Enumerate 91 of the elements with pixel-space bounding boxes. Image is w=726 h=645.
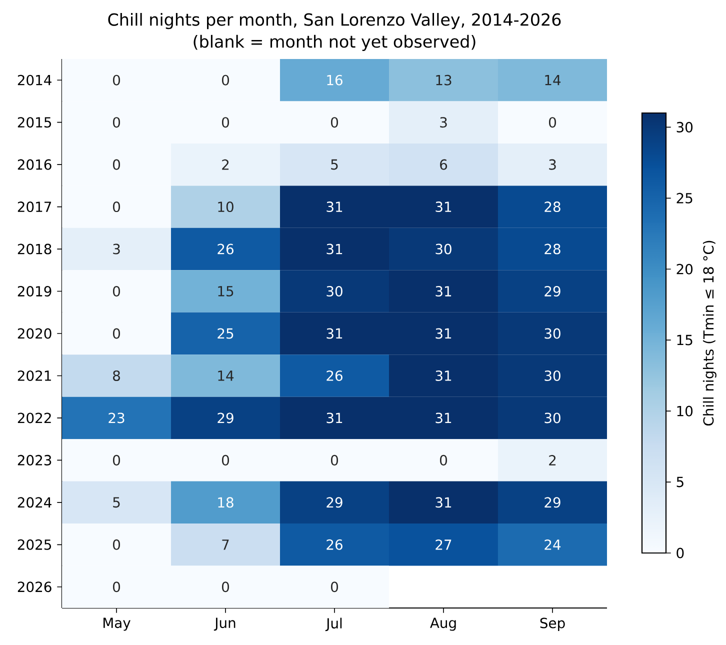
y-tick-label: 2015 [18,117,52,128]
data-label: 0 [112,454,120,466]
color-bar-label: 10 [677,406,693,416]
data-label: 29 [544,286,560,297]
data-label: 30 [544,328,560,339]
color-bar-label: 30 [676,122,693,132]
data-label: 31 [436,328,452,339]
data-label: 0 [440,454,448,466]
color-bar-label: 15 [677,334,692,346]
data-label: 30 [544,412,560,424]
data-label: 31 [326,412,342,424]
data-label: 8 [113,370,120,381]
y-tick-label: 2021 [18,370,51,381]
y-tick-label: 2026 [18,582,52,592]
data-label: 2 [549,455,556,466]
data-label: 0 [112,286,120,297]
y-tick-label: 2024 [18,497,52,508]
data-label: 18 [218,497,234,508]
color-bar-title: Chill nights (Tmin ≤ 18 °C) [702,240,716,426]
x-tick-label: Jun [214,618,236,631]
data-label: 26 [326,370,342,381]
data-label: 0 [222,582,230,592]
data-label: 0 [112,202,120,212]
y-tick-label: 2019 [18,286,52,297]
data-label: 26 [326,539,342,550]
data-label: 16 [327,74,342,86]
data-label: 3 [549,159,556,170]
data-label: 3 [440,117,447,128]
data-label: 0 [222,74,230,86]
data-label: 28 [544,244,560,254]
chart-title: Chill nights per month, San Lorenzo Valley, 2014-2026 [108,12,561,30]
y-tick-label: 2025 [18,539,52,550]
data-label: 7 [222,540,229,550]
data-label: 15 [218,286,234,296]
data-label: 31 [326,244,342,254]
data-label: 0 [112,328,120,339]
data-label: 27 [436,539,452,550]
data-label: 5 [113,497,120,508]
data-label: 0 [112,539,120,550]
data-label: 29 [544,497,560,508]
x-tick-label: Sep [540,618,565,631]
data-label: 0 [222,117,230,128]
data-label: 30 [436,244,452,254]
y-tick-label: 2022 [18,412,51,424]
data-label: 0 [330,117,338,128]
color-bar-label: 20 [676,264,693,274]
data-label: 0 [112,74,120,86]
data-label: 0 [112,159,120,170]
data-label: 30 [544,370,560,381]
data-label: 31 [436,497,452,508]
data-label: 31 [326,328,342,339]
data-label: 5 [331,159,338,170]
data-label: 6 [440,159,448,170]
data-label: 23 [108,412,124,424]
data-label: 31 [436,370,452,381]
data-label: 10 [218,202,234,212]
data-label: 31 [326,202,342,212]
data-label: 30 [326,286,342,297]
data-label: 0 [112,117,120,128]
y-tick-label: 2016 [18,159,52,170]
color-bar-label: 5 [676,476,684,488]
color-bar-label: 25 [676,192,692,204]
y-tick-label: 2014 [18,74,52,86]
data-label: 24 [544,539,561,550]
data-label: 28 [544,202,560,212]
data-label: 31 [436,412,452,424]
data-label: 0 [222,454,230,466]
data-label: 13 [436,74,452,86]
data-label: 2 [222,159,229,170]
x-tick-label: May [104,618,130,631]
color-bar-label: 0 [676,548,684,558]
x-tick-label: Aug [430,618,456,631]
data-label: 26 [218,244,234,254]
data-label: 0 [330,582,338,592]
data-label: 0 [330,454,338,466]
data-label: 29 [326,497,342,508]
data-label: 29 [218,412,234,424]
x-tick-label: Jul [325,618,342,632]
data-label: 31 [436,286,452,297]
data-label: 14 [545,75,561,86]
data-label: 31 [436,202,452,212]
data-label: 0 [548,117,556,128]
y-tick-label: 2018 [18,244,52,254]
data-label: 3 [113,244,120,254]
y-tick-label: 2023 [18,454,52,466]
data-label: 0 [112,582,120,592]
data-label: 14 [218,370,234,381]
y-tick-label: 2017 [18,202,52,212]
data-label: 25 [218,328,234,339]
chart-subtitle: (blank = month not yet observed) [194,34,476,52]
y-tick-label: 2020 [18,328,52,339]
